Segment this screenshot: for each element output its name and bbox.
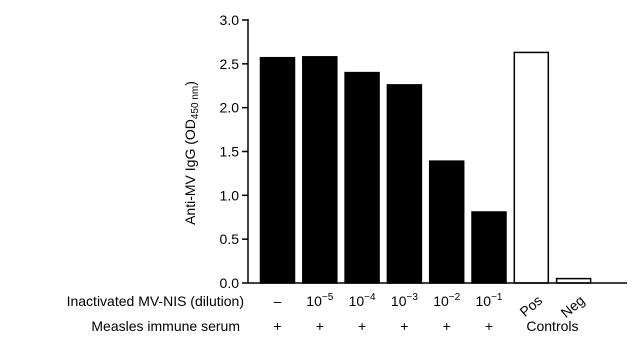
y-axis-label: Anti-MV IgG (OD450 nm) (182, 81, 201, 225)
x-tick-label-pos: Pos (516, 292, 545, 320)
serum-value-4: + (443, 318, 451, 334)
x-tick-label-3: 10−3 (391, 292, 418, 309)
x-tick-label-4: 10−2 (433, 292, 460, 309)
y-tick-label: 0.0 (220, 275, 240, 291)
controls-label: Controls (526, 318, 578, 334)
bar-6 (513, 51, 550, 284)
y-tick-label: 2.0 (220, 100, 240, 116)
bar-0 (259, 56, 296, 284)
bar-2 (344, 71, 380, 284)
row-labels: Inactivated MV-NIS (dilution) Measles imm… (67, 292, 588, 334)
bar-1 (302, 56, 338, 284)
serum-row-label: Measles immune serum (91, 318, 240, 334)
serum-value-1: + (316, 318, 324, 334)
y-axis-title: Anti-MV IgG (OD450 nm) (182, 81, 201, 225)
y-tick-label: 0.5 (220, 231, 240, 247)
serum-value-2: + (358, 318, 366, 334)
x-tick-label-1: 10−5 (306, 292, 333, 309)
y-tick-label: 2.5 (220, 56, 240, 72)
y-axis: 0.0 0.5 1.0 1.5 2.0 2.5 3.0 (220, 12, 249, 291)
y-tick-label: 1.5 (220, 144, 240, 160)
bar-3 (386, 84, 423, 284)
serum-value-5: + (485, 318, 493, 334)
bars (259, 51, 592, 284)
dilution-row-label: Inactivated MV-NIS (dilution) (67, 293, 244, 309)
x-tick-label-5: 10−1 (476, 292, 503, 309)
y-tick-label: 3.0 (220, 12, 240, 28)
bar-4 (428, 160, 465, 284)
x-tick-label-0: – (274, 293, 282, 309)
serum-value-3: + (400, 318, 408, 334)
x-tick-label-2: 10−4 (349, 292, 376, 309)
serum-value-0: + (273, 318, 281, 334)
y-tick-label: 1.0 (220, 187, 240, 203)
bar-5 (471, 211, 507, 284)
x-tick-label-neg: Neg (558, 292, 588, 321)
